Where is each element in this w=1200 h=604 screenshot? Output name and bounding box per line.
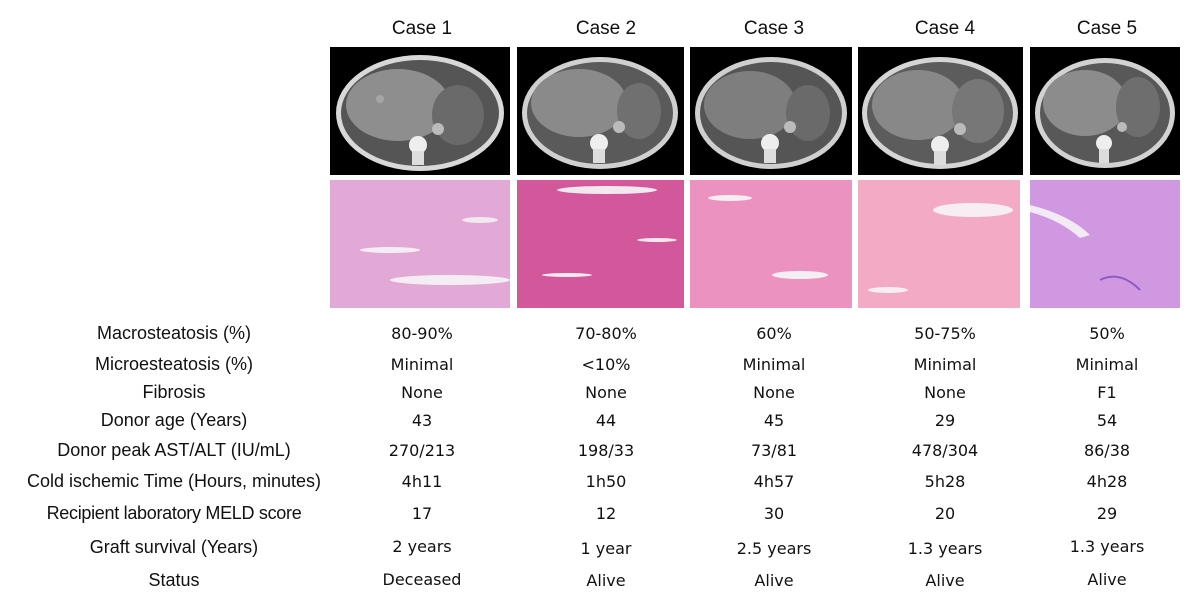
ct-scan-image-case-4 xyxy=(858,47,1023,175)
cell-meld-case-3: 30 xyxy=(763,504,785,523)
cell-fibrosis-case-4: None xyxy=(924,383,966,402)
histology-icon xyxy=(1030,180,1180,308)
row-label-fibrosis: Fibrosis xyxy=(142,382,206,402)
cell-microesteatosis-case-5: Minimal xyxy=(1075,355,1139,374)
cell-macrosteatosis-case-2: 70-80% xyxy=(575,324,637,343)
histology-icon xyxy=(517,180,684,308)
cell-graft-survival-case-2: 1 year xyxy=(580,539,632,558)
cell-fibrosis-case-1: None xyxy=(401,383,443,402)
cell-status-case-4: Alive xyxy=(925,571,965,590)
ct-scan-image-case-3 xyxy=(690,47,852,175)
case-4-header: Case 4 xyxy=(914,18,976,39)
cell-microesteatosis-case-3: Minimal xyxy=(742,355,806,374)
cell-microesteatosis-case-1: Minimal xyxy=(390,355,454,374)
row-label-graft-survival: Graft survival (Years) xyxy=(89,537,259,557)
case-3-header: Case 3 xyxy=(743,18,805,39)
cell-graft-survival-case-1: 2 years xyxy=(392,537,452,556)
case-2-header: Case 2 xyxy=(575,18,637,39)
cell-ast-alt-case-5: 86/38 xyxy=(1083,441,1131,460)
cell-macrosteatosis-case-5: 50% xyxy=(1089,324,1125,343)
cell-cold-ischemic-case-3: 4h57 xyxy=(753,472,795,491)
cell-status-case-1: Deceased xyxy=(382,570,462,589)
case-5-header: Case 5 xyxy=(1076,18,1138,39)
cell-donor-age-case-2: 44 xyxy=(595,411,617,430)
cell-macrosteatosis-case-1: 80-90% xyxy=(391,324,453,343)
cell-donor-age-case-1: 43 xyxy=(411,411,433,430)
row-label-microesteatosis: Microesteatosis (%) xyxy=(94,354,254,374)
histology-image-case-3 xyxy=(690,180,852,308)
cell-ast-alt-case-2: 198/33 xyxy=(577,441,635,460)
ct-scan-icon xyxy=(862,57,1018,169)
histology-icon xyxy=(690,180,852,308)
cell-graft-survival-case-4: 1.3 years xyxy=(907,539,983,558)
histology-image-case-4 xyxy=(858,180,1020,308)
row-label-donor-peak-ast-alt: Donor peak AST/ALT (IU/mL) xyxy=(57,440,291,460)
cell-status-case-2: Alive xyxy=(586,571,626,590)
cell-status-case-5: Alive xyxy=(1087,570,1127,589)
case-1-header: Case 1 xyxy=(391,18,453,39)
row-label-cold-ischemic-time: Cold ischemic Time (Hours, minutes) xyxy=(26,471,322,491)
cell-ast-alt-case-4: 478/304 xyxy=(911,441,979,460)
histology-icon xyxy=(330,180,510,308)
histology-image-case-2 xyxy=(517,180,684,308)
cell-cold-ischemic-case-2: 1h50 xyxy=(585,472,627,491)
histology-image-case-1 xyxy=(330,180,510,308)
cell-macrosteatosis-case-3: 60% xyxy=(756,324,792,343)
cell-cold-ischemic-case-4: 5h28 xyxy=(924,472,966,491)
cell-fibrosis-case-2: None xyxy=(585,383,627,402)
cell-fibrosis-case-5: F1 xyxy=(1097,383,1117,402)
cell-graft-survival-case-5: 1.3 years xyxy=(1069,537,1145,556)
cell-ast-alt-case-1: 270/213 xyxy=(388,441,456,460)
cell-microesteatosis-case-2: <10% xyxy=(581,355,631,374)
cell-fibrosis-case-3: None xyxy=(753,383,795,402)
cell-donor-age-case-4: 29 xyxy=(934,411,956,430)
ct-scan-icon xyxy=(1035,58,1175,168)
cell-cold-ischemic-case-5: 4h28 xyxy=(1086,472,1128,491)
row-label-recipient-meld: Recipient laboratory MELD score xyxy=(46,503,302,523)
row-label-macrosteatosis: Macrosteatosis (%) xyxy=(96,323,252,343)
cell-meld-case-4: 20 xyxy=(934,504,956,523)
ct-scan-icon xyxy=(695,57,847,169)
ct-scan-image-case-1 xyxy=(330,47,510,175)
cell-meld-case-2: 12 xyxy=(595,504,617,523)
ct-scan-icon xyxy=(522,57,678,169)
cell-graft-survival-case-3: 2.5 years xyxy=(736,539,812,558)
cell-cold-ischemic-case-1: 4h11 xyxy=(401,472,443,491)
cell-donor-age-case-5: 54 xyxy=(1096,411,1118,430)
cell-microesteatosis-case-4: Minimal xyxy=(913,355,977,374)
cell-status-case-3: Alive xyxy=(754,571,794,590)
cell-macrosteatosis-case-4: 50-75% xyxy=(914,324,976,343)
ct-scan-image-case-2 xyxy=(517,47,684,175)
cell-ast-alt-case-3: 73/81 xyxy=(750,441,798,460)
histology-image-case-5 xyxy=(1030,180,1180,308)
ct-scan-icon xyxy=(336,55,504,171)
row-label-donor-age: Donor age (Years) xyxy=(100,410,248,430)
cell-meld-case-5: 29 xyxy=(1096,504,1118,523)
cell-donor-age-case-3: 45 xyxy=(763,411,785,430)
histology-icon xyxy=(858,180,1020,308)
cell-meld-case-1: 17 xyxy=(411,504,433,523)
row-label-status: Status xyxy=(148,570,200,590)
ct-scan-image-case-5 xyxy=(1030,47,1180,175)
